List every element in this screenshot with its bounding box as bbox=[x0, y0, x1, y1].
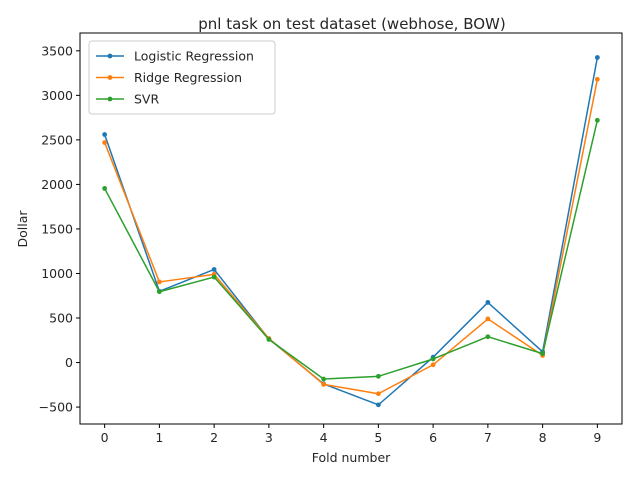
y-axis-label: Dollar bbox=[15, 210, 30, 248]
data-point bbox=[375, 391, 381, 397]
series-svr bbox=[102, 117, 600, 382]
series-line-logistic-regression bbox=[103, 57, 599, 406]
x-tick-label: 0 bbox=[101, 430, 109, 445]
data-point bbox=[594, 55, 600, 60]
data-point bbox=[321, 376, 327, 382]
x-tick-label: 4 bbox=[320, 430, 328, 445]
data-point bbox=[156, 279, 162, 285]
data-point bbox=[321, 381, 327, 387]
y-tick-label: 1000 bbox=[41, 266, 73, 281]
legend-label: Logistic Regression bbox=[134, 49, 254, 64]
legend-label: SVR bbox=[134, 92, 159, 107]
x-tick-label: 1 bbox=[155, 430, 163, 445]
data-point bbox=[102, 132, 108, 137]
data-point bbox=[156, 289, 162, 295]
x-tick-label: 3 bbox=[265, 430, 273, 445]
x-tick-label: 6 bbox=[429, 430, 437, 445]
x-axis: 0 1 2 3 4 5 6 7 8 9 bbox=[101, 424, 601, 445]
x-tick-label: 8 bbox=[539, 430, 547, 445]
y-tick-label: 3000 bbox=[41, 88, 73, 103]
data-point bbox=[430, 362, 436, 368]
x-axis-label: Fold number bbox=[312, 450, 391, 465]
data-point bbox=[375, 402, 381, 408]
legend-item-svr: SVR bbox=[96, 92, 159, 107]
x-tick-label: 9 bbox=[593, 430, 601, 445]
plot-frame bbox=[79, 32, 623, 425]
x-tick-label: 2 bbox=[210, 430, 218, 445]
y-tick-label: 3500 bbox=[41, 43, 73, 58]
legend-box bbox=[88, 40, 276, 115]
chart-title: pnl task on test dataset (webhose, BOW) bbox=[198, 15, 505, 33]
x-tick-label: 7 bbox=[484, 430, 492, 445]
data-point bbox=[485, 316, 491, 322]
x-tick-label: 5 bbox=[374, 430, 382, 445]
legend-item-logistic-regression: Logistic Regression bbox=[96, 49, 254, 64]
data-point bbox=[485, 334, 491, 340]
data-point bbox=[430, 356, 436, 362]
y-tick-label: 1500 bbox=[41, 221, 73, 236]
data-point bbox=[266, 336, 272, 342]
y-tick-label: −500 bbox=[39, 400, 73, 415]
y-tick-label: 2500 bbox=[41, 132, 73, 147]
data-point bbox=[594, 117, 600, 123]
series-layer bbox=[102, 55, 600, 408]
y-tick-label: 0 bbox=[65, 355, 73, 370]
series-line-svr bbox=[103, 120, 599, 380]
legend: Logistic Regression Ridge Regression SVR bbox=[88, 40, 276, 115]
y-tick-label: 2000 bbox=[41, 177, 73, 192]
legend-item-ridge-regression: Ridge Regression bbox=[96, 70, 242, 85]
data-point bbox=[540, 351, 546, 357]
y-axis: −500 0 500 1000 1500 2000 2500 3000 3500 bbox=[39, 43, 80, 415]
legend-swatch-marker bbox=[107, 96, 113, 102]
data-point bbox=[102, 140, 108, 145]
data-point bbox=[375, 373, 381, 379]
data-point bbox=[594, 76, 600, 82]
series-line-ridge-regression bbox=[103, 79, 599, 395]
data-point bbox=[211, 274, 217, 280]
data-point bbox=[211, 267, 217, 272]
y-tick-label: 500 bbox=[49, 311, 73, 326]
data-point bbox=[102, 186, 108, 191]
legend-swatch-marker bbox=[107, 53, 113, 59]
data-point bbox=[485, 300, 491, 305]
legend-swatch-marker bbox=[107, 75, 113, 80]
legend-label: Ridge Regression bbox=[134, 70, 242, 85]
